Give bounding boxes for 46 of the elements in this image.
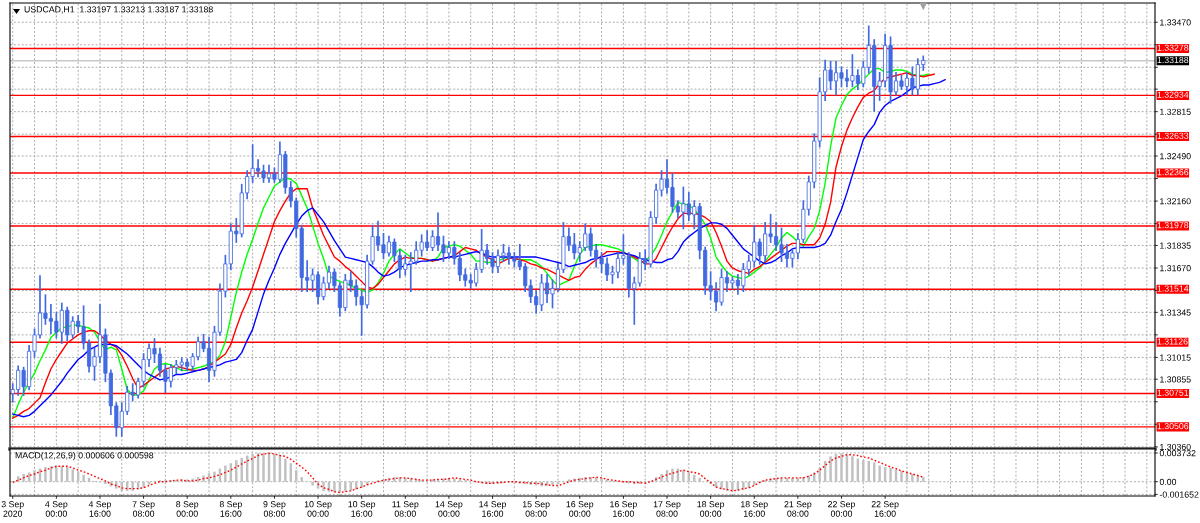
y-tick-label: 1.32490 [1160,153,1191,160]
x-tick-label: 10 Sep 00:00 [304,501,332,517]
x-tick-label: 18 Sep 16:00 [741,501,768,517]
x-tick-label: 10 Sep 16:00 [348,501,376,517]
ref-line-label: 1.33278 [1157,44,1189,51]
x-tick-label: 15 Sep 08:00 [522,501,550,517]
y-tick-label: 1.33470 [1160,19,1191,26]
y-tick-label: 0.003732 [1159,450,1196,457]
y-tick-label: 1.32815 [1160,108,1191,115]
x-tick-label: 3 Sep 2020 [1,501,24,517]
y-tick-label: 0.00 [1159,478,1177,485]
x-tick-label: 18 Sep 00:00 [697,501,725,517]
ref-line-label: 1.30506 [1157,423,1189,430]
y-tick-label: 1.31015 [1160,354,1191,361]
x-tick-label: 22 Sep 00:00 [828,501,855,517]
x-tick-label: 14 Sep 16:00 [479,501,507,517]
y-tick-label: 1.30855 [1160,376,1191,383]
y-tick-label: 1.30360 [1160,443,1191,451]
x-tick-label: 16 Sep 16:00 [610,501,637,517]
ref-line-label: 1.32934 [1157,91,1189,98]
x-tick-label: 16 Sep 00:00 [566,501,594,517]
x-tick-label: 11 Sep 08:00 [392,501,419,517]
y-tick-label: 1.31835 [1160,242,1191,249]
ref-line-label: 1.32633 [1157,132,1189,139]
x-tick-label: 8 Sep 16:00 [219,501,242,517]
x-tick-label: 4 Sep 00:00 [45,501,68,517]
ref-line-label: 1.32366 [1157,169,1189,176]
chart-title: USDCAD,H1 1.33197 1.33213 1.33187 1.33188 [24,6,213,14]
ref-line-label: 1.31514 [1157,285,1189,292]
ref-line-label: 1.31126 [1157,338,1188,345]
x-tick-label: 21 Sep 08:00 [784,501,812,517]
y-tick-label: 1.31670 [1160,265,1191,272]
y-tick-label: -0.001652 [1159,491,1199,498]
x-tick-label: 9 Sep 08:00 [263,501,286,517]
x-tick-label: 8 Sep 00:00 [176,501,199,517]
x-tick-label: 17 Sep 08:00 [653,501,681,517]
y-tick-label: 1.31345 [1160,309,1191,316]
x-tick-label: 4 Sep 16:00 [88,501,112,517]
y-tick-label: 1.32160 [1160,198,1191,205]
x-tick-label: 22 Sep 16:00 [871,501,899,517]
x-tick-label: 7 Sep 08:00 [132,501,155,517]
ref-line-label: 1.30751 [1157,389,1189,396]
chart-title: MACD(12,26,9) 0.000606 0.000598 [15,452,154,461]
x-tick-label: 14 Sep 00:00 [435,501,463,517]
ref-line-label: 1.33188 [1157,56,1189,64]
ref-line-label: 1.31978 [1157,222,1189,229]
